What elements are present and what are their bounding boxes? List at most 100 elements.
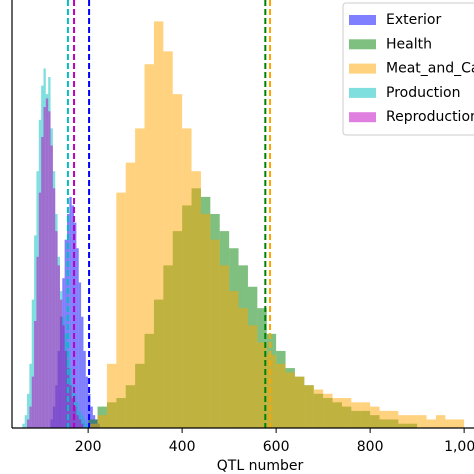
legend-label: Production: [386, 85, 460, 101]
histogram-bar: [210, 239, 220, 428]
histogram-bar: [341, 398, 352, 428]
histogram-bar: [76, 415, 79, 428]
histogram-bar: [323, 393, 333, 428]
histogram-bar: [41, 136, 44, 428]
x-tick-label: 200: [75, 439, 102, 455]
histogram-bar: [388, 410, 399, 428]
histogram-bar: [370, 406, 380, 428]
histogram-bar: [76, 248, 79, 428]
legend-swatch: [349, 15, 376, 25]
histogram-bar: [81, 316, 84, 428]
histogram-bar: [22, 423, 25, 428]
histogram-bar: [85, 423, 89, 428]
histogram-bar: [55, 231, 58, 428]
histogram-bar: [106, 363, 117, 428]
histogram-bar: [81, 415, 84, 428]
histogram-bar: [62, 325, 65, 428]
histogram-bar: [50, 145, 53, 428]
histogram-bar: [88, 423, 98, 428]
legend-swatch: [349, 39, 376, 50]
histogram-bar: [97, 415, 107, 428]
histogram-bar: [31, 299, 35, 428]
histogram-bar: [417, 415, 427, 428]
histogram-bar: [45, 98, 49, 428]
histogram-bar: [379, 410, 389, 428]
histogram-bar: [78, 282, 82, 428]
histogram-bar: [247, 325, 258, 428]
histogram-bar: [27, 419, 30, 428]
histogram-bar: [351, 402, 361, 428]
histogram-bar: [116, 192, 126, 428]
histogram-bar: [24, 415, 28, 428]
histogram-bar: [200, 214, 211, 428]
histogram-bar: [71, 205, 75, 428]
histogram-bar: [43, 107, 46, 428]
plot-area: [22, 0, 465, 428]
legend-label: Exterior: [386, 12, 441, 28]
histogram-bar: [238, 308, 248, 428]
x-axis-label: QTL number: [217, 458, 304, 474]
legend-box: [342, 2, 474, 136]
histogram-bar: [66, 214, 70, 428]
histogram-bar: [266, 355, 277, 428]
histogram-bar: [135, 128, 145, 428]
histogram-bar: [29, 406, 32, 428]
legend-label: Reproduction: [386, 109, 474, 125]
histogram-bar: [172, 94, 183, 428]
histogram-bar: [294, 376, 305, 428]
histogram-bar: [144, 64, 154, 428]
histogram-bar: [191, 171, 201, 428]
histogram-bar: [81, 423, 84, 428]
histogram-bar: [57, 265, 60, 428]
histogram-bar: [34, 321, 37, 428]
histogram-bar: [153, 21, 164, 428]
histogram-bar: [257, 342, 267, 428]
histogram-bar: [48, 111, 51, 428]
histogram-bar: [332, 398, 342, 428]
histogram-bar: [83, 419, 86, 428]
legend-label: Meat_and_Carcass: [386, 61, 474, 77]
histogram-bar: [27, 393, 30, 428]
histogram-bar: [36, 256, 39, 428]
histogram-bar: [304, 385, 314, 428]
histogram-bar: [71, 398, 75, 428]
histogram-bar: [59, 299, 63, 428]
histogram-bar: [31, 376, 35, 428]
histogram-bar: [426, 419, 436, 428]
histogram-bar: [360, 402, 371, 428]
x-tick-label: 1,000: [444, 439, 474, 455]
histogram-bar: [407, 415, 418, 428]
histogram-bar: [435, 415, 446, 428]
histogram-bar: [219, 265, 230, 428]
x-tick-label: 600: [263, 439, 290, 455]
histogram-bar: [229, 291, 239, 428]
histogram-bar: [182, 128, 192, 428]
x-tick-label: 800: [357, 439, 384, 455]
x-tick-label: 400: [169, 439, 196, 455]
legend: Exterior Health Meat_and_Carcass Production…: [342, 2, 474, 136]
histogram-bar: [74, 406, 77, 428]
histogram-bar: [285, 372, 295, 428]
legend-swatch: [349, 63, 376, 74]
histogram-bar: [90, 406, 93, 428]
histogram-bar: [313, 389, 324, 428]
histogram-bar: [276, 363, 286, 428]
histogram-bar: [29, 363, 32, 428]
histogram-bar: [83, 350, 86, 428]
legend-swatch: [349, 112, 376, 123]
x-axis-ticks: 200 400 600 800 1,000: [75, 428, 474, 455]
histogram-bar: [69, 196, 72, 428]
histogram-bar: [445, 419, 455, 428]
histogram-bar: [78, 419, 82, 428]
histogram-bar: [125, 162, 136, 428]
histogram-bar: [454, 419, 465, 428]
histogram-bar: [52, 188, 56, 428]
histogram-bar: [64, 350, 67, 428]
histogram-bar: [74, 222, 77, 428]
legend-swatch: [349, 87, 376, 98]
histogram-bar: [85, 376, 89, 428]
histogram-bar: [69, 385, 72, 428]
histogram-bar: [398, 415, 408, 428]
legend-label: Health: [386, 36, 432, 52]
